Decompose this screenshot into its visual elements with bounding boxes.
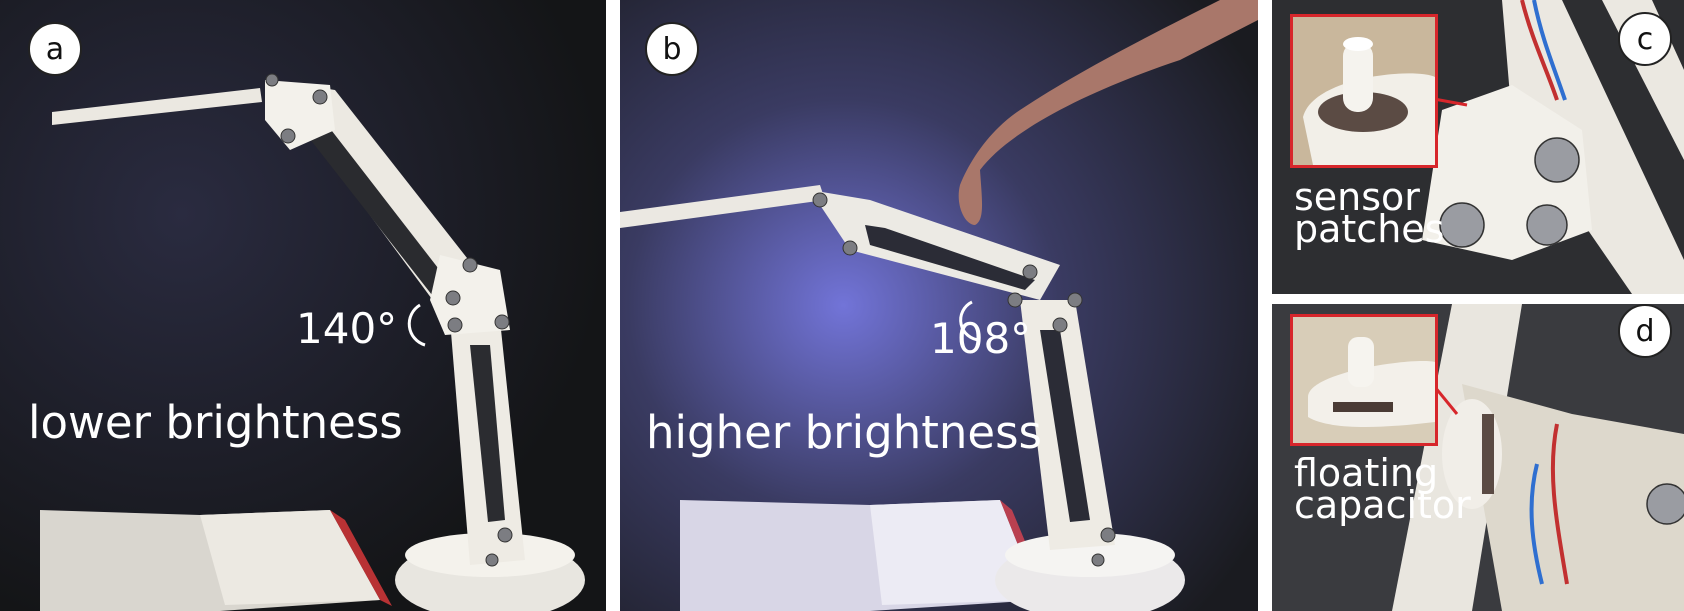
angle-label-b: 108°	[930, 314, 1032, 363]
panel-label-b: b	[645, 22, 699, 76]
caption-floating: floating	[1294, 451, 1439, 495]
panel-a-photo	[0, 0, 606, 611]
panel-d-photo	[1272, 304, 1684, 611]
panel-c: sensor patches c	[1272, 0, 1684, 294]
panel-a: a 140° lower brightness	[0, 0, 606, 611]
lamp-head	[52, 88, 262, 125]
panel-d: floating capacitor d	[1272, 304, 1684, 611]
panel-c-photo	[1272, 0, 1684, 294]
panel-b: b 108° higher brightness	[620, 0, 1258, 611]
sensor-patch-inset	[1290, 14, 1438, 168]
angle-arc	[407, 303, 426, 347]
joint-plate	[1462, 384, 1684, 611]
hand	[958, 0, 1258, 225]
caption-higher-brightness: higher brightness	[646, 406, 1042, 459]
caption-sensor: sensor	[1294, 175, 1420, 219]
panel-label-a: a	[28, 22, 82, 76]
caption-capacitor: capacitor	[1294, 483, 1471, 527]
lamp-head	[620, 185, 825, 228]
caption-patches: patches	[1294, 207, 1445, 251]
caption-lower-brightness: lower brightness	[28, 396, 403, 449]
angle-label-a: 140°	[296, 304, 398, 353]
panel-b-photo	[620, 0, 1258, 611]
angle-arc	[959, 300, 981, 342]
floating-capacitor-inset	[1290, 314, 1438, 446]
panel-label-d: d	[1618, 304, 1672, 358]
panel-label-c: c	[1618, 12, 1672, 66]
